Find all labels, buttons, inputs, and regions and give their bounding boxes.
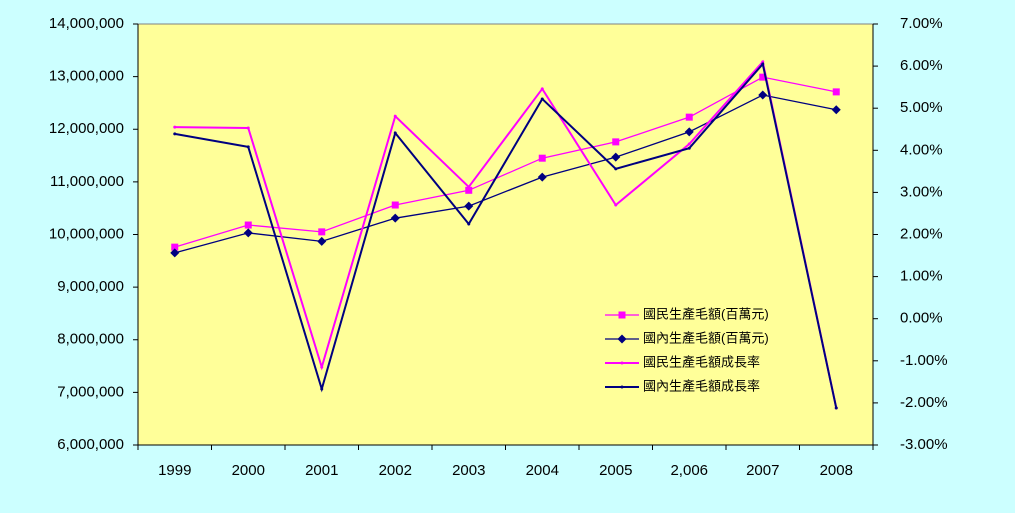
marker [243, 228, 253, 238]
marker [620, 385, 624, 389]
marker [467, 185, 471, 189]
x-tick-label: 2002 [379, 462, 412, 479]
marker [464, 201, 474, 211]
y-tick-label: 12,000,000 [49, 120, 124, 137]
marker [687, 146, 691, 150]
marker [170, 248, 180, 258]
y2-tick-label: -1.00% [900, 352, 948, 369]
marker [538, 154, 546, 162]
marker [834, 406, 838, 410]
y2-tick-label: 0.00% [900, 310, 943, 327]
marker [620, 361, 624, 365]
y-tick-label: 6,000,000 [57, 436, 124, 453]
y2-tick-label: -3.00% [900, 436, 948, 453]
marker [320, 387, 324, 391]
y2-tick-label: -2.00% [900, 394, 948, 411]
marker [612, 138, 620, 146]
marker [318, 228, 326, 236]
x-tick-label: 2001 [305, 462, 338, 479]
marker [171, 243, 179, 251]
legend-label: 國民生產毛額(百萬元) [643, 306, 769, 321]
marker [614, 203, 618, 207]
marker [246, 126, 250, 130]
marker [758, 90, 768, 100]
x-tick-label: 2000 [232, 462, 265, 479]
x-tick-label: 2003 [452, 462, 485, 479]
x-tick-label: 2007 [746, 462, 779, 479]
y-tick-label: 8,000,000 [57, 331, 124, 348]
marker [320, 365, 324, 369]
marker [611, 152, 621, 162]
marker [832, 88, 840, 96]
marker [246, 145, 250, 149]
marker [684, 127, 694, 137]
legend-label: 國內生產毛額(百萬元) [643, 330, 769, 345]
legend-label: 國民生產毛額成長率 [643, 354, 760, 369]
y2-tick-label: 1.00% [900, 268, 943, 285]
marker [761, 60, 765, 64]
x-tick-label: 2008 [820, 462, 853, 479]
marker [617, 334, 627, 344]
series-line [174, 94, 837, 254]
y-tick-label: 14,000,000 [49, 15, 124, 32]
marker [618, 311, 626, 319]
y2-tick-label: 7.00% [900, 15, 943, 32]
y2-tick-label: 4.00% [900, 141, 943, 158]
y2-tick-label: 3.00% [900, 183, 943, 200]
marker [173, 132, 177, 136]
marker [393, 114, 397, 118]
y2-tick-label: 6.00% [900, 57, 943, 74]
y2-tick-label: 2.00% [900, 225, 943, 242]
legend-label: 國內生產毛額成長率 [643, 378, 760, 393]
marker [687, 142, 691, 146]
marker [831, 105, 841, 115]
marker [537, 172, 547, 182]
marker [390, 213, 400, 223]
marker [465, 186, 473, 194]
marker [759, 73, 767, 81]
marker [761, 62, 765, 66]
y-tick-label: 13,000,000 [49, 68, 124, 85]
marker [467, 222, 471, 226]
y-tick-label: 7,000,000 [57, 383, 124, 400]
x-tick-label: 1999 [158, 462, 191, 479]
marker [317, 236, 327, 246]
y2-tick-label: 5.00% [900, 99, 943, 116]
x-tick-label: 2004 [526, 462, 559, 479]
series-line [174, 76, 837, 248]
series-line [174, 61, 838, 409]
marker [540, 87, 544, 91]
marker [391, 201, 399, 209]
y-tick-label: 11,000,000 [50, 173, 124, 190]
marker [540, 97, 544, 101]
marker [393, 131, 397, 135]
marker [685, 113, 693, 121]
marker [173, 125, 177, 129]
y-tick-label: 10,000,000 [49, 225, 124, 242]
marker [244, 221, 252, 229]
series-line [174, 59, 838, 409]
marker [614, 167, 618, 171]
y-tick-label: 9,000,000 [57, 278, 124, 295]
x-tick-label: 2,006 [670, 462, 708, 479]
x-tick-label: 2005 [599, 462, 632, 479]
